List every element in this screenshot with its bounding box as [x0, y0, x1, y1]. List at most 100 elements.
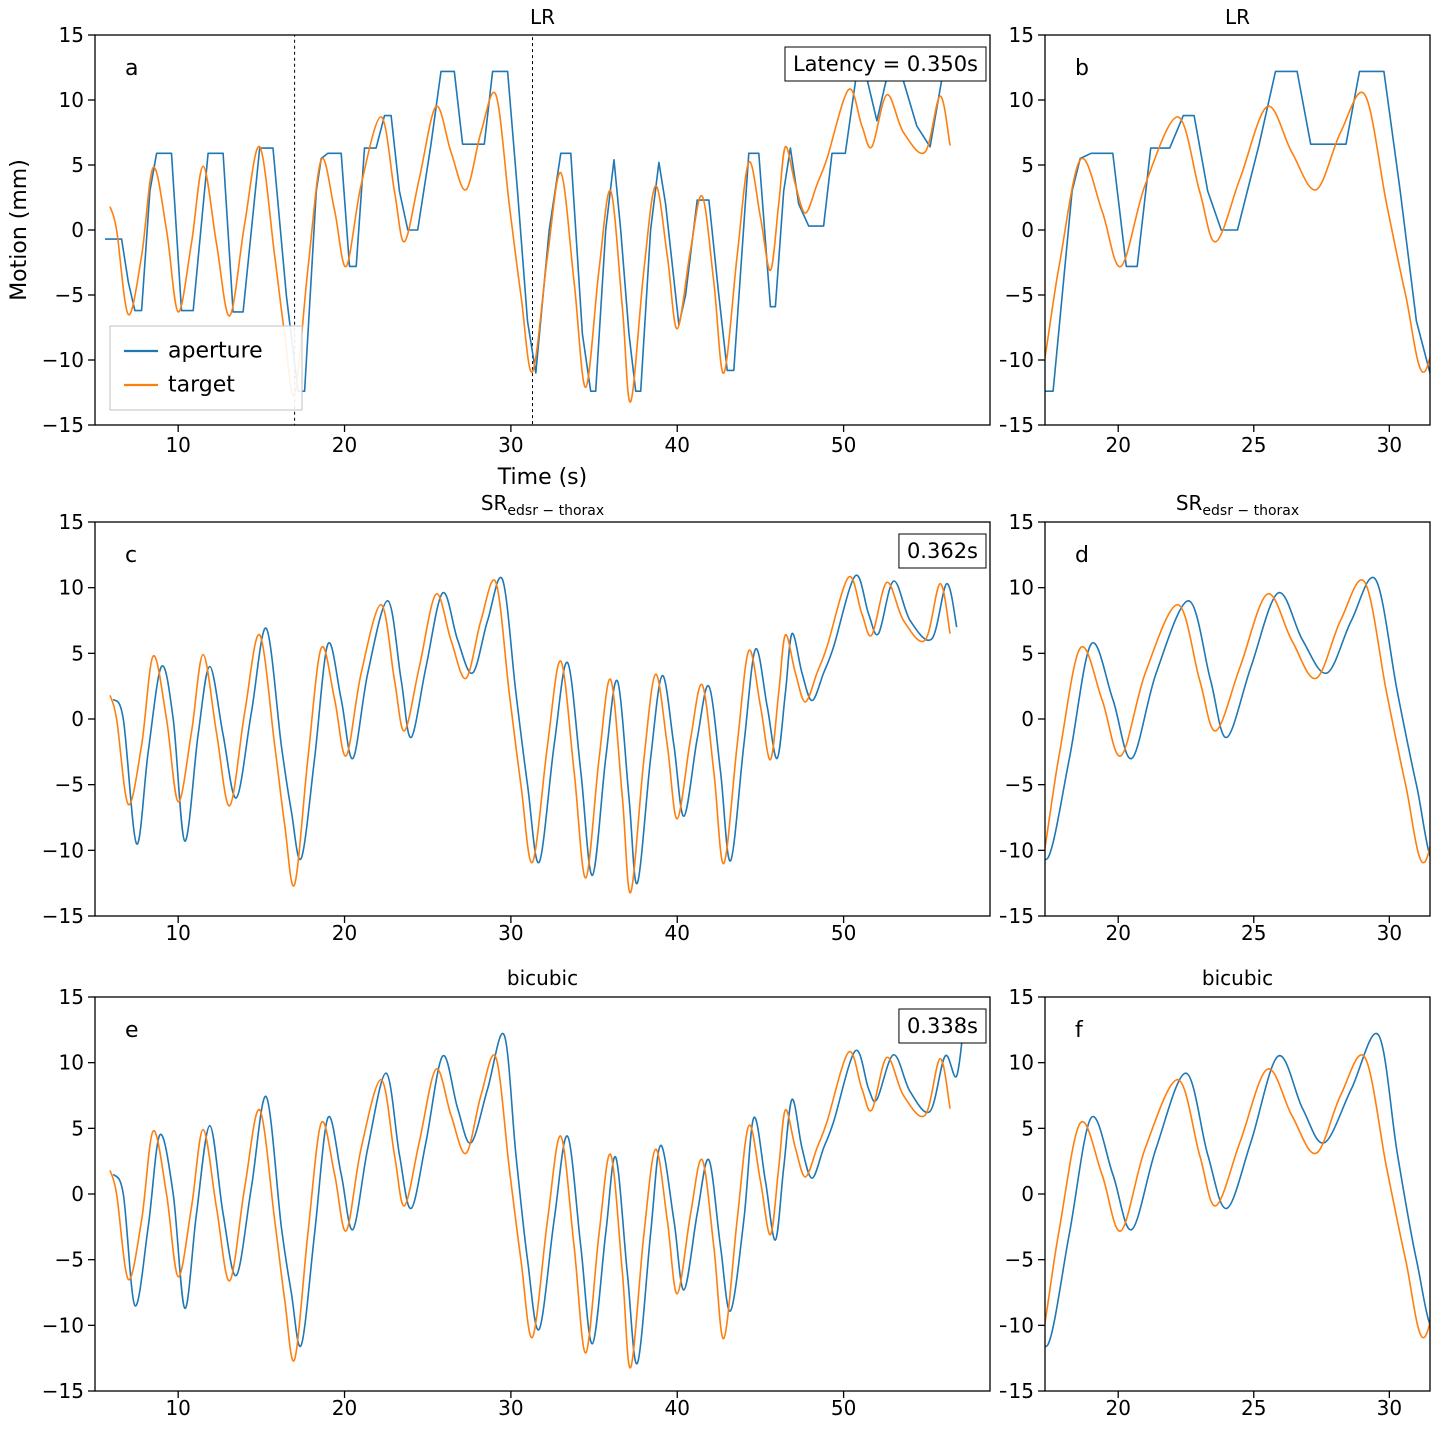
row-bicubic: −15 −10 −5 0 5 10 15 10 20 30 40 50 bicubic e 0.338s −…: [0, 965, 1440, 1440]
panel-title: bicubic: [1202, 966, 1273, 990]
aperture-line: [112, 574, 958, 885]
panel-a-lr-full-plot: −15 −10 −5 0 5 10 15 10 20 30 40 50 LR a Latency = 0.3…: [7, 5, 991, 490]
y-tick-label: 0: [71, 218, 84, 242]
panel-c-sr-full-plot: −15 −10 −5 0 5 10 15 10 20 30 40 50 SRedsr − thorax c…: [42, 491, 991, 945]
y-tick-label: −15: [42, 904, 84, 928]
x-tick-label: 40: [665, 1396, 690, 1420]
target-line: [1045, 91, 1430, 373]
panel-title: SRedsr − thorax: [1176, 491, 1299, 519]
y-tick-label: 10: [1009, 1051, 1034, 1075]
x-tick-label: 30: [1377, 921, 1402, 945]
latency-annotation: 0.362s: [907, 539, 978, 563]
y-tick-label: 5: [71, 1116, 84, 1140]
y-tick-label: 15: [1009, 985, 1034, 1009]
panel-letter: c: [125, 543, 137, 568]
y-tick-label: −5: [55, 283, 84, 307]
panel-letter: f: [1075, 1018, 1084, 1043]
y-tick-label: 0: [1021, 218, 1034, 242]
legend-label-target: target: [168, 373, 235, 398]
series-lines: [109, 574, 958, 894]
y-tick-label: −15: [1000, 413, 1034, 437]
y-tick-label: 10: [59, 1051, 84, 1075]
x-tick-label: 50: [831, 1396, 856, 1420]
x-axis-label: Time (s): [497, 465, 587, 490]
y-tick-label: −10: [1000, 838, 1034, 862]
y-tick-label: 5: [1021, 641, 1034, 665]
aperture-line: [1045, 70, 1430, 392]
legend-box: [109, 325, 303, 411]
y-tick-label: 15: [1009, 23, 1034, 47]
target-line: [109, 88, 951, 403]
row-sr-edsr-thorax: −15 −10 −5 0 5 10 15 10 20 30 40 50 SRedsr − thorax c…: [0, 490, 1440, 965]
y-tick-label: −10: [1000, 348, 1034, 372]
axes-frame: [94, 521, 991, 917]
y-tick-label: −10: [42, 838, 84, 862]
panel-title: LR: [530, 5, 555, 29]
x-tick-label: 25: [1241, 433, 1266, 457]
y-tick-label: 10: [59, 576, 84, 600]
y-tick-label: −15: [1000, 904, 1034, 928]
y-tick-label: −5: [1005, 773, 1034, 797]
panel-f-bicubic-zoom-plot: −15 −10 −5 0 5 10 15 20 25 30 bicubic f: [1000, 966, 1431, 1420]
y-tick-label: 15: [1009, 510, 1034, 534]
y-tick-label: 0: [1021, 707, 1034, 731]
y-tick-label: 5: [1021, 153, 1034, 177]
series-lines: [1045, 1032, 1430, 1348]
latency-annotation-box: [898, 533, 987, 569]
x-tick-label: 10: [165, 921, 190, 945]
target-line: [1045, 579, 1430, 864]
y-axis-label: Motion (mm): [7, 159, 32, 301]
y-tick-label: −5: [1005, 1248, 1034, 1272]
x-tick-label: 30: [498, 921, 523, 945]
panel-title: bicubic: [507, 966, 578, 990]
y-tick-label: −10: [42, 1313, 84, 1337]
x-tick-label: 25: [1241, 1396, 1266, 1420]
y-tick-label: 0: [71, 707, 84, 731]
y-tick-label: 15: [59, 510, 84, 534]
axes-frame: [1044, 996, 1431, 1392]
panel-letter: a: [125, 56, 138, 81]
axes-frame: [1044, 521, 1431, 917]
y-tick-label: 5: [71, 153, 84, 177]
y-tick-label: 5: [1021, 1116, 1034, 1140]
x-tick-label: 30: [1377, 433, 1402, 457]
y-tick-label: 5: [71, 641, 84, 665]
y-tick-label: −15: [42, 413, 84, 437]
y-tick-label: 0: [1021, 1182, 1034, 1206]
y-tick-label: −10: [42, 348, 84, 372]
row-lr: −15 −10 −5 0 5 10 15 10 20 30 40 50 LR a Latency = 0.3…: [0, 0, 1440, 490]
y-tick-label: −15: [1000, 1379, 1034, 1403]
legend: aperture target: [109, 325, 303, 411]
panel-title: SRedsr − thorax: [481, 491, 604, 519]
panel-letter: e: [125, 1018, 139, 1043]
y-tick-label: −5: [55, 773, 84, 797]
panel-title: LR: [1225, 5, 1250, 29]
x-tick-label: 20: [332, 433, 357, 457]
target-line: [109, 1051, 951, 1369]
x-tick-label: 40: [665, 921, 690, 945]
y-tick-label: 0: [71, 1182, 84, 1206]
x-tick-label: 30: [498, 1396, 523, 1420]
series-lines: [105, 69, 952, 403]
x-tick-label: 30: [1377, 1396, 1402, 1420]
x-tick-label: 50: [831, 921, 856, 945]
y-tick-label: 15: [59, 985, 84, 1009]
latency-annotation: Latency = 0.350s: [793, 52, 978, 76]
panel-e-bicubic-full-plot: −15 −10 −5 0 5 10 15 10 20 30 40 50 bicubic e 0.338s: [42, 966, 991, 1420]
series-lines: [1045, 70, 1430, 392]
aperture-line: [112, 1010, 966, 1365]
y-tick-label: −10: [1000, 1313, 1034, 1337]
x-tick-label: 10: [165, 433, 190, 457]
y-tick-label: 10: [1009, 88, 1034, 112]
target-line: [1045, 1054, 1430, 1339]
axes-frame: [94, 996, 991, 1392]
y-tick-label: −15: [42, 1379, 84, 1403]
series-lines: [1045, 576, 1430, 864]
x-tick-label: 20: [1105, 921, 1130, 945]
x-tick-label: 20: [332, 921, 357, 945]
panel-letter: d: [1075, 543, 1089, 568]
latency-annotation: 0.338s: [907, 1014, 978, 1038]
x-tick-label: 30: [498, 433, 523, 457]
x-tick-label: 20: [1105, 1396, 1130, 1420]
